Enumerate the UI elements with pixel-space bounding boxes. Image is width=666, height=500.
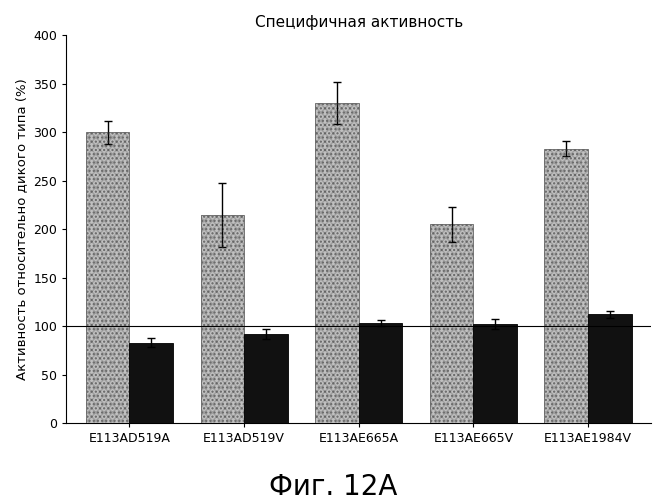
Bar	[544, 148, 588, 423]
Title: Специфичная активность: Специфичная активность	[254, 15, 463, 30]
Bar	[200, 214, 244, 423]
Bar	[86, 132, 129, 423]
Bar	[315, 103, 359, 423]
Y-axis label: Активность относительно дикого типа (%): Активность относительно дикого типа (%)	[15, 78, 28, 380]
Bar	[588, 314, 631, 423]
Bar	[430, 224, 474, 423]
Bar	[474, 324, 517, 423]
Text: Фиг. 12A: Фиг. 12A	[269, 473, 397, 500]
Bar	[544, 148, 588, 423]
Bar	[315, 103, 359, 423]
Bar	[244, 334, 288, 423]
Bar	[200, 214, 244, 423]
Bar	[129, 342, 173, 423]
Bar	[86, 132, 129, 423]
Bar	[430, 224, 474, 423]
Bar	[359, 323, 402, 423]
